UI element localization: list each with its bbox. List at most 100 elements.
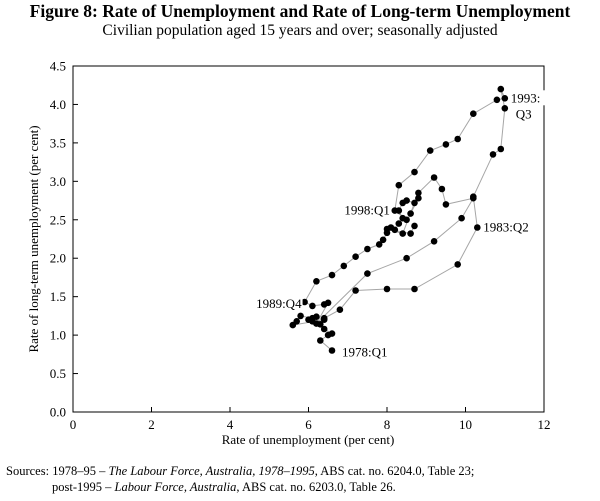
x-tick-label: 4 xyxy=(227,417,234,432)
plot-frame xyxy=(72,65,545,413)
data-point xyxy=(399,230,407,237)
x-tick-label: 10 xyxy=(459,417,472,432)
data-point xyxy=(489,151,497,158)
data-point xyxy=(352,253,359,260)
data-point xyxy=(411,199,418,207)
data-point xyxy=(470,194,477,202)
y-tick-label: 2.5 xyxy=(50,212,66,227)
data-point xyxy=(364,270,371,277)
annotation-label: 1989:Q4 xyxy=(256,296,302,311)
data-point xyxy=(497,145,505,153)
data-point xyxy=(407,230,414,237)
data-point xyxy=(328,271,336,279)
annotation-label: 1978:Q1 xyxy=(342,344,388,359)
data-point xyxy=(442,141,450,148)
data-point xyxy=(297,312,304,320)
data-point xyxy=(309,314,316,322)
sources-label: Sources: xyxy=(6,464,50,478)
data-point xyxy=(309,302,316,310)
data-point xyxy=(430,174,438,181)
data-point xyxy=(415,189,422,197)
annotation-label: 1983:Q2 xyxy=(483,219,529,234)
data-point xyxy=(340,262,348,270)
data-point xyxy=(442,201,450,208)
chart-subtitle: Civilian population aged 15 years and ov… xyxy=(102,22,498,39)
y-tick-label: 3.5 xyxy=(50,135,66,150)
data-point xyxy=(395,181,403,189)
source-2-publication: Labour Force, Australia xyxy=(114,480,237,494)
data-point xyxy=(438,185,446,193)
data-point xyxy=(470,110,477,117)
annotation-background xyxy=(482,219,535,235)
x-tick-label: 2 xyxy=(148,417,155,432)
data-point xyxy=(493,96,501,104)
source-1-publication: The Labour Force, Australia, 1978–1995 xyxy=(108,464,315,478)
data-point xyxy=(501,105,509,112)
data-point xyxy=(474,224,481,231)
data-point xyxy=(301,298,308,306)
source-1-period: 1978–95 – xyxy=(52,464,109,478)
data-point xyxy=(328,347,336,354)
data-point xyxy=(454,135,462,143)
y-tick-label: 0.0 xyxy=(50,405,66,420)
data-point xyxy=(411,285,418,293)
y-tick-label: 4.5 xyxy=(50,59,66,74)
sources-line-1: Sources: 1978–95 – The Labour Force, Aus… xyxy=(6,463,598,479)
series-connecting-line xyxy=(291,88,506,351)
y-axis-label: Rate of long-term unemployment (per cent… xyxy=(26,125,41,352)
data-point xyxy=(313,320,320,327)
data-point xyxy=(375,241,383,248)
x-tick-label: 0 xyxy=(70,417,77,432)
x-tick-label: 6 xyxy=(305,417,312,432)
sources-note: Sources: 1978–95 – The Labour Force, Aus… xyxy=(6,463,598,495)
data-point xyxy=(383,285,391,293)
data-point xyxy=(293,318,301,325)
annotation-background xyxy=(341,344,394,360)
data-point xyxy=(399,214,407,222)
data-point xyxy=(336,306,344,314)
data-point xyxy=(411,168,418,176)
data-point xyxy=(317,337,324,344)
source-2-period: post-1995 – xyxy=(52,480,115,494)
x-axis-label: Rate of unemployment (per cent) xyxy=(222,432,395,447)
data-point xyxy=(501,95,509,102)
axis-ticks: 0 2 4 6 8 10 12 0.0 0.5 1.0 1.5 2.0 2.5 3.0 3.5 4.0 4.5 xyxy=(50,59,551,433)
data-point xyxy=(415,194,422,202)
data-point xyxy=(399,199,407,207)
y-tick-label: 1.5 xyxy=(50,289,66,304)
data-point xyxy=(328,330,336,337)
data-point xyxy=(364,245,371,253)
data-point xyxy=(403,254,410,262)
annotation-background xyxy=(509,90,548,106)
y-tick-label: 2.0 xyxy=(50,251,66,266)
data-point xyxy=(426,147,434,154)
annotation-background xyxy=(250,296,303,312)
scatter-chart: 0 2 4 6 8 10 120.00.51.01.52.02.53.03.54.04.5 … xyxy=(26,59,551,448)
data-point xyxy=(497,85,505,93)
annotation-labels: 1978:Q1 1989:Q4 1998:Q1 1983:Q2 1993:Q3 xyxy=(250,90,548,360)
x-tick-label: 8 xyxy=(384,417,391,432)
data-point xyxy=(407,210,414,217)
data-point xyxy=(395,207,403,214)
data-point xyxy=(320,314,328,322)
data-point xyxy=(454,261,462,268)
y-tick-label: 4.0 xyxy=(50,97,66,112)
y-tick-label: 3.0 xyxy=(50,174,66,189)
annotation-label: 1998:Q1 xyxy=(344,203,390,218)
annotation-label: Q3 xyxy=(516,106,532,121)
source-1-catalogue: , ABS cat. no. 6204.0, Table 23; xyxy=(314,464,475,478)
data-point xyxy=(430,238,438,245)
data-point xyxy=(313,278,320,285)
annotation-label: 1993: xyxy=(511,90,541,105)
annotation-background xyxy=(514,106,532,122)
annotation-background xyxy=(338,202,391,218)
sources-line-2: post-1995 – Labour Force, Australia, ABS… xyxy=(6,479,598,495)
y-tick-label: 0.5 xyxy=(50,366,66,381)
chart-title: Figure 8: Rate of Unemployment and Rate … xyxy=(29,1,571,21)
data-series xyxy=(289,85,509,354)
data-point xyxy=(324,299,332,307)
data-point xyxy=(320,325,328,333)
data-point xyxy=(352,287,359,294)
data-point xyxy=(458,214,465,222)
data-point xyxy=(411,222,418,230)
